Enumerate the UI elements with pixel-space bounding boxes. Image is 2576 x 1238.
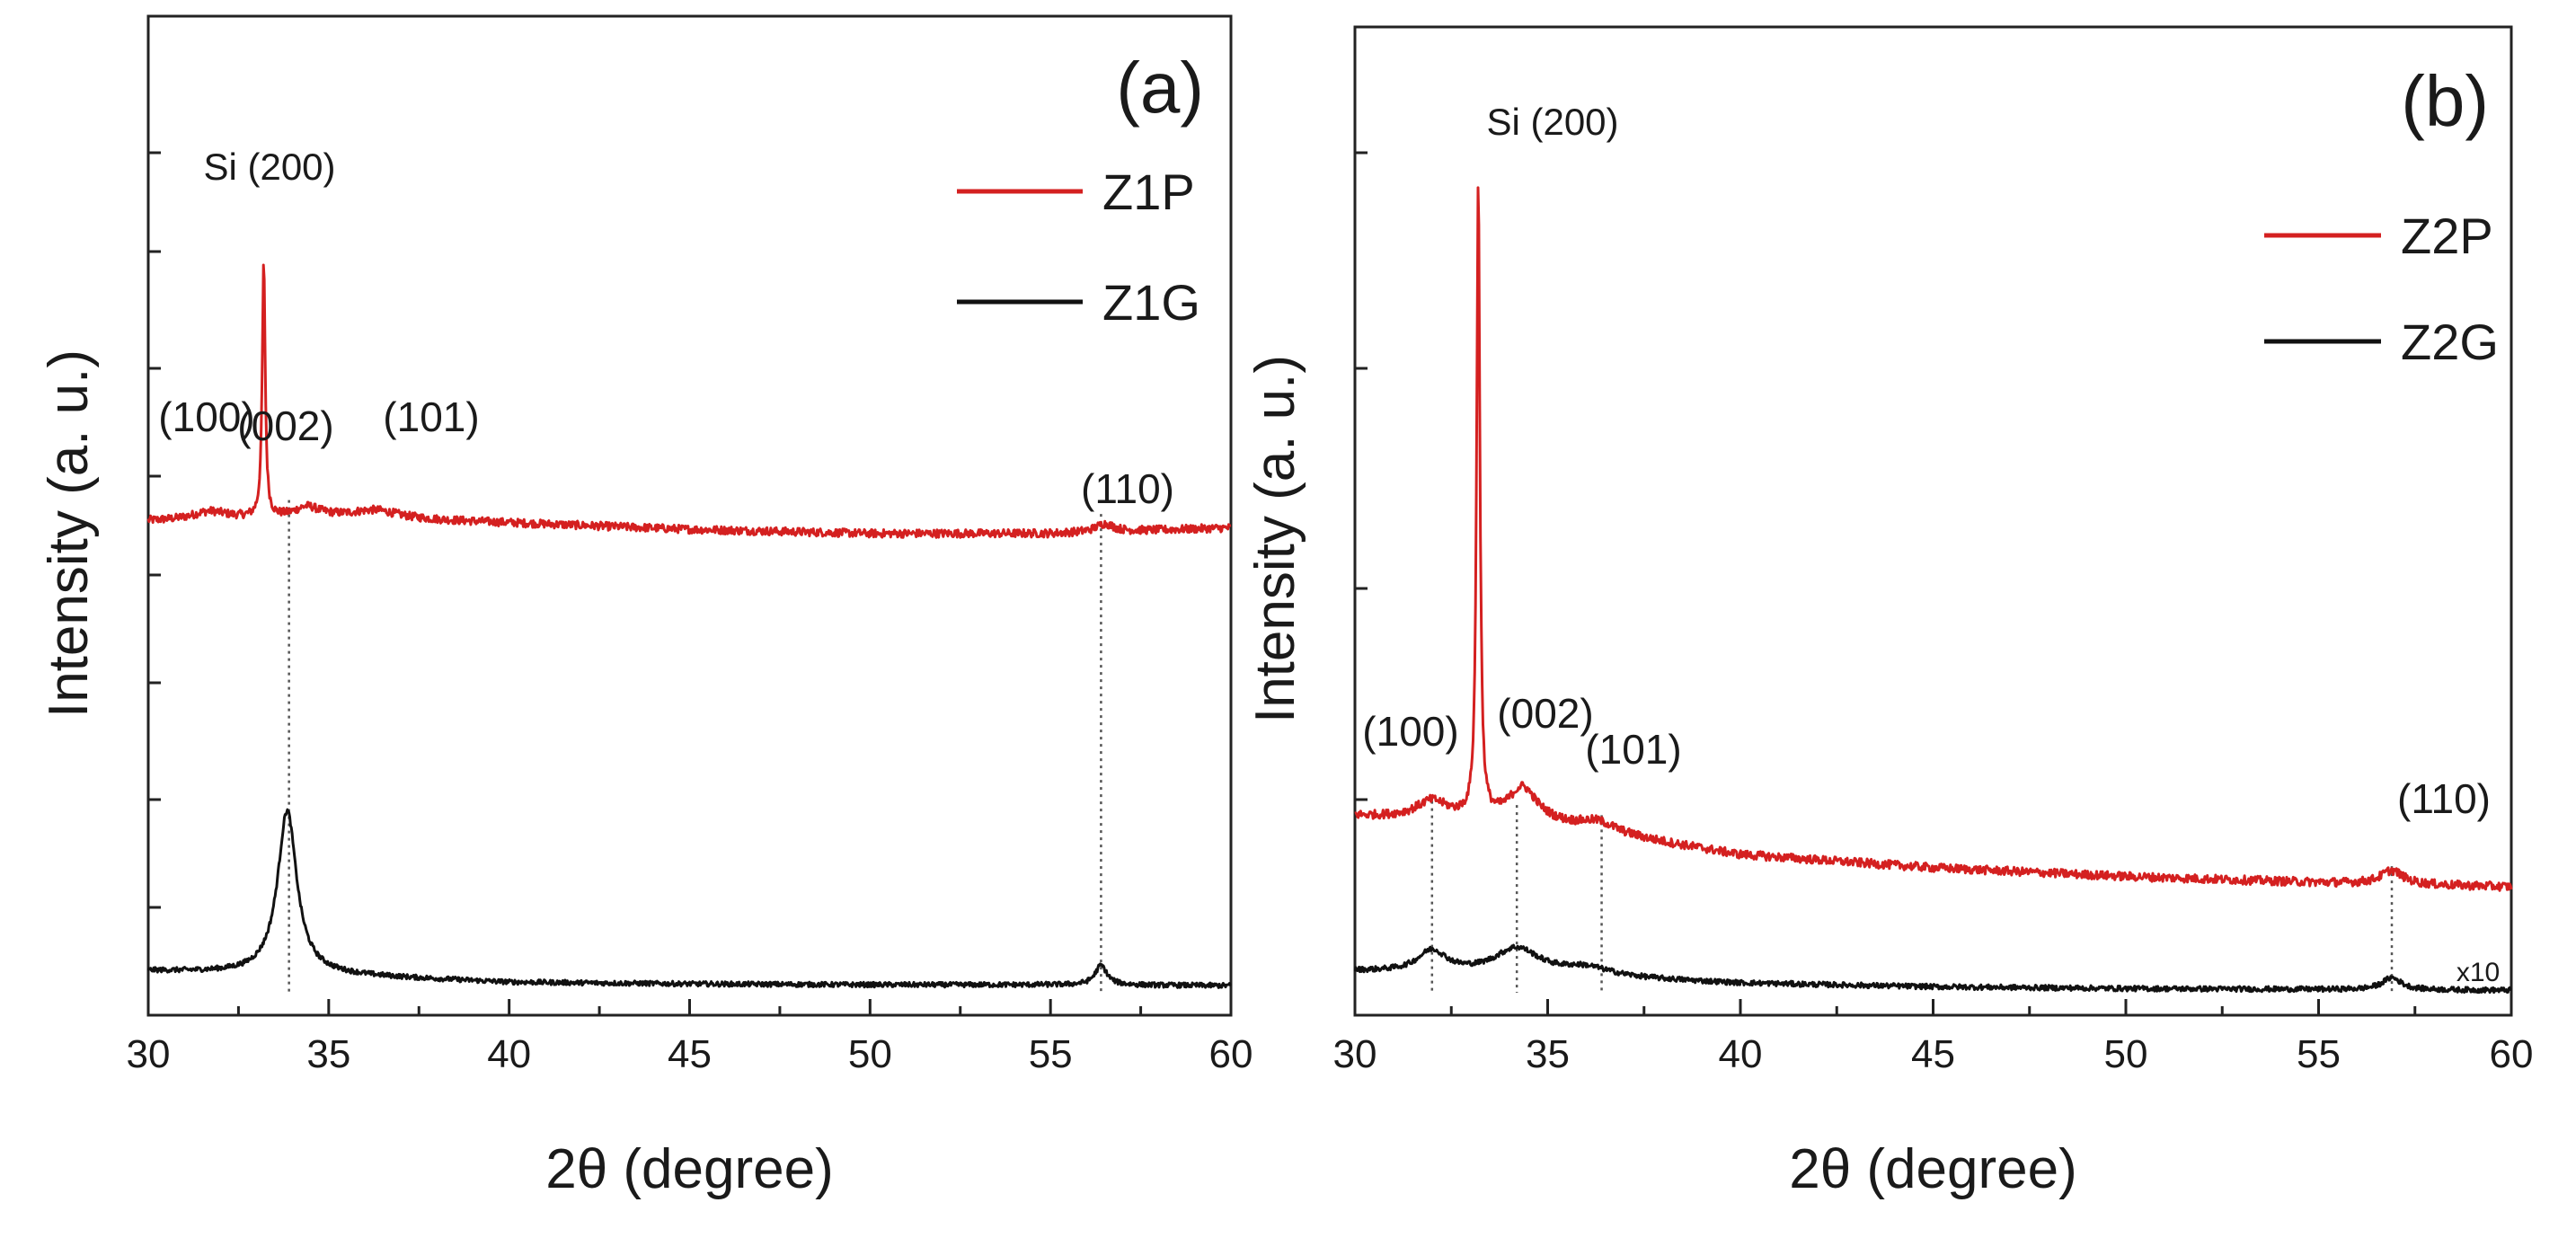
legend-label-z1p: Z1P [1102,164,1195,220]
panel-label: (b) [2401,61,2489,141]
peak-annotation: Si (200) [1486,101,1618,143]
x-tick-label: 30 [127,1032,171,1076]
series-line-z2p [1354,186,2513,892]
x-tick-label: 35 [1526,1032,1570,1076]
x-tick-label: 60 [1209,1032,1253,1076]
peak-annotation: (002) [237,402,333,449]
x-tick-label: 35 [306,1032,350,1076]
x-axis-label: 2θ (degree) [1789,1138,2077,1200]
x-tick-label: 45 [1911,1032,1955,1076]
x-tick-label: 50 [2104,1032,2148,1076]
x-tick-label: 60 [2490,1032,2534,1076]
legend-label-z1g: Z1G [1102,274,1200,331]
peak-annotation: (100) [158,394,254,440]
peak-annotation: (002) [1497,690,1593,737]
x-tick-label: 30 [1333,1032,1377,1076]
x-axis-label: 2θ (degree) [545,1138,834,1200]
legend-label-z2p: Z2P [2401,208,2493,264]
y-axis-label: Intensity (a. u.) [1244,355,1306,723]
scale-note: x10 [2456,958,2500,987]
peak-annotation: (110) [1081,465,1174,512]
x-tick-label: 50 [848,1032,892,1076]
peak-annotation: (101) [1585,726,1681,773]
legend-label-z2g: Z2G [2401,314,2499,370]
peak-annotation: (100) [1362,708,1458,755]
y-axis-label: Intensity (a. u.) [38,349,100,718]
x-tick-label: 40 [1719,1032,1763,1076]
peak-annotation: (101) [383,394,479,440]
peak-annotation: (110) [2397,775,2491,822]
x-tick-label: 45 [668,1032,712,1076]
panel-label: (a) [1116,48,1204,128]
x-tick-label: 55 [2297,1032,2341,1076]
series-line-z2g [1353,943,2512,995]
series-line-z1g [146,808,1232,989]
x-tick-label: 40 [487,1032,531,1076]
x-tick-label: 55 [1029,1032,1073,1076]
series-line-z1p [146,263,1232,539]
peak-annotation: Si (200) [203,146,335,188]
